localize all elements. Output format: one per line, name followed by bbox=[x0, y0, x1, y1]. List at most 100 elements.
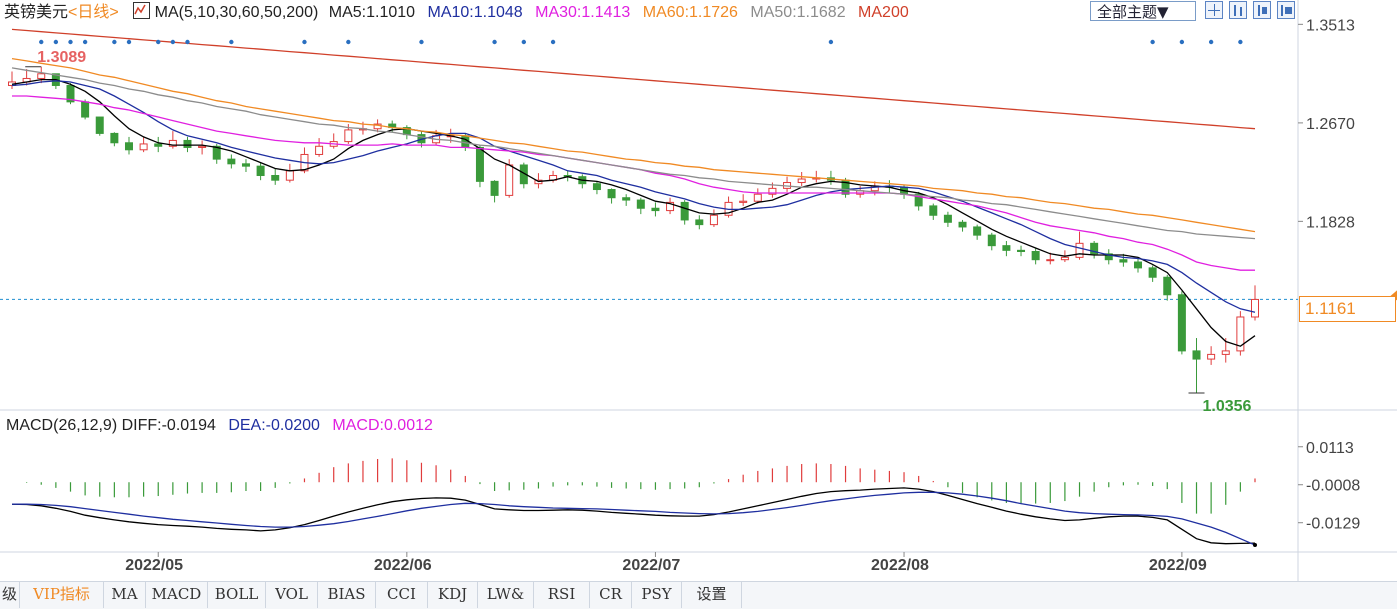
candle-body bbox=[344, 129, 353, 143]
macd-axis-label: -0.0008 bbox=[1306, 478, 1360, 495]
candle-body bbox=[680, 201, 689, 221]
candle-body bbox=[636, 199, 645, 209]
signal-marker-dot bbox=[170, 39, 176, 45]
tab-rsi[interactable]: RSI bbox=[534, 582, 590, 608]
candle-body bbox=[1134, 261, 1143, 269]
signal-marker-dot bbox=[53, 39, 59, 45]
ma5-value: MA5:1.1010 bbox=[328, 4, 416, 21]
signal-marker-dot bbox=[68, 39, 73, 45]
candle-body bbox=[95, 116, 104, 134]
instrument-name: 英镑美元 bbox=[4, 4, 69, 21]
tab-vol[interactable]: VOL bbox=[266, 582, 318, 608]
price-axis-label: 1.2670 bbox=[1306, 116, 1355, 133]
candle-body bbox=[607, 189, 616, 199]
candle-body bbox=[1090, 242, 1099, 255]
candle-body bbox=[139, 143, 148, 151]
forward-icon[interactable] bbox=[1277, 1, 1295, 19]
candle-body bbox=[505, 164, 514, 196]
main-legend: 英镑美元<日线> MA(5,10,30,60,50,200) MA5:1.101… bbox=[4, 2, 909, 23]
candle-body bbox=[1192, 350, 1201, 360]
candle-body bbox=[285, 170, 294, 181]
signal-marker-dot bbox=[302, 39, 307, 45]
current-price-tag: 1.1161 bbox=[1299, 296, 1396, 322]
signal-marker-dot bbox=[185, 39, 190, 45]
candle-body bbox=[914, 193, 923, 207]
play-icon[interactable] bbox=[1253, 1, 1271, 19]
candle-body bbox=[183, 139, 192, 148]
candle-body bbox=[666, 201, 675, 212]
crosshair-tool-icon[interactable] bbox=[1205, 1, 1223, 19]
bar-tool-icon[interactable] bbox=[1229, 1, 1247, 19]
signal-marker-dot bbox=[346, 39, 351, 45]
candle-body bbox=[739, 200, 748, 203]
macd-diff-value: DIFF:-0.0194 bbox=[121, 417, 216, 434]
high-annotation: 1.3089 bbox=[37, 49, 86, 66]
macd-params: MACD(26,12,9) bbox=[6, 417, 118, 434]
candle-body bbox=[695, 219, 704, 226]
candle-body bbox=[1075, 242, 1084, 258]
candle-body bbox=[519, 164, 528, 185]
candle-body bbox=[490, 180, 499, 196]
signal-marker-dot bbox=[828, 39, 834, 45]
date-axis-label: 2022/07 bbox=[622, 557, 680, 574]
macd-legend: MACD(26,12,9) DIFF:-0.0194 DEA:-0.0200 M… bbox=[6, 416, 433, 436]
tab-cr[interactable]: CR bbox=[590, 582, 632, 608]
candle-body bbox=[651, 207, 660, 212]
candle-body bbox=[929, 205, 938, 216]
candle-body bbox=[1221, 350, 1230, 355]
line-dea bbox=[12, 491, 1256, 546]
tab-lw[interactable]: LW& bbox=[478, 582, 534, 608]
signal-marker-dot bbox=[112, 39, 117, 45]
line-ma60 bbox=[11, 57, 1256, 233]
line-ma200 bbox=[11, 28, 1256, 130]
macd-dea-value: DEA:-0.0200 bbox=[228, 417, 320, 434]
ma30-value: MA30:1.1413 bbox=[535, 4, 631, 21]
candle-body bbox=[1104, 253, 1113, 261]
theme-dropdown-button[interactable]: 全部主题▼ bbox=[1090, 1, 1196, 21]
ma50-value: MA50:1.1682 bbox=[750, 4, 846, 21]
tab-boll[interactable]: BOLL bbox=[208, 582, 266, 608]
line-ma50 bbox=[11, 67, 1256, 240]
tab-macd[interactable]: MACD bbox=[146, 582, 208, 608]
ma-params: MA(5,10,30,60,50,200) bbox=[154, 4, 319, 21]
candle-body bbox=[212, 145, 221, 160]
ma60-value: MA60:1.1726 bbox=[642, 4, 738, 21]
candle-body bbox=[709, 214, 718, 226]
candle-body bbox=[1002, 245, 1011, 251]
macd-macd-value: MACD:0.0012 bbox=[332, 417, 433, 434]
signal-marker-dot bbox=[419, 39, 424, 45]
candle-body bbox=[753, 193, 762, 202]
tab-bias[interactable]: BIAS bbox=[318, 582, 376, 608]
signal-marker-dot bbox=[229, 39, 234, 45]
candle-body bbox=[475, 146, 484, 182]
tab-settings[interactable]: 设置 bbox=[682, 582, 742, 608]
candle-body bbox=[154, 143, 163, 147]
candle-body bbox=[241, 163, 250, 167]
indicator-icon[interactable] bbox=[133, 2, 151, 19]
candle-body bbox=[622, 197, 631, 201]
line-ma5 bbox=[11, 78, 1256, 347]
tab-cci[interactable]: CCI bbox=[376, 582, 428, 608]
signal-marker-dot bbox=[1179, 39, 1185, 45]
low-annotation: 1.0356 bbox=[1203, 398, 1252, 415]
tab-kdj[interactable]: KDJ bbox=[428, 582, 478, 608]
candle-body bbox=[1119, 259, 1128, 263]
candle-body bbox=[168, 139, 177, 147]
candle-body bbox=[198, 145, 207, 148]
candle-body bbox=[124, 142, 133, 151]
tab-partial[interactable]: 级 bbox=[0, 582, 20, 608]
candle-body bbox=[37, 73, 46, 79]
tab-psy[interactable]: PSY bbox=[632, 582, 682, 608]
candle-body bbox=[66, 84, 75, 103]
period-label[interactable]: <日线> bbox=[68, 4, 119, 21]
date-axis-label: 2022/05 bbox=[125, 557, 183, 574]
macd-axis-label: -0.0129 bbox=[1306, 516, 1360, 533]
candle-body bbox=[987, 234, 996, 247]
macd-axis-label: 0.0113 bbox=[1306, 440, 1354, 457]
tab-ma[interactable]: MA bbox=[104, 582, 146, 608]
candle-body bbox=[256, 165, 265, 177]
price-axis-label: 1.1828 bbox=[1306, 214, 1355, 231]
tab-vip-indicator[interactable]: VIP指标 bbox=[20, 582, 104, 608]
candle-body bbox=[271, 175, 280, 181]
candle-body bbox=[1031, 251, 1040, 261]
